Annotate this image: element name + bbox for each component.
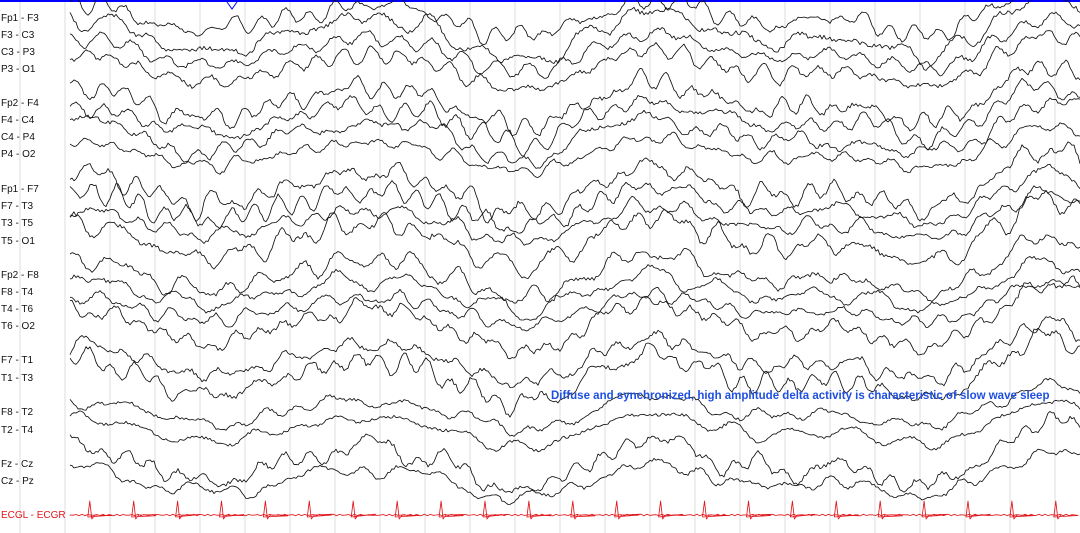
channel-label: ECGL - ECGR bbox=[1, 510, 66, 521]
trace-fp2-f8 bbox=[69, 234, 1080, 304]
annotation-text: Diffuse and synchronized, high amplitude… bbox=[551, 390, 1049, 402]
trace-fp1-f7 bbox=[69, 141, 1080, 224]
channel-label: T6 - O2 bbox=[1, 321, 35, 332]
channel-label: Fp2 - F4 bbox=[1, 98, 39, 109]
trace-t6-o2 bbox=[69, 275, 1080, 360]
trace-f7-t1 bbox=[69, 316, 1080, 389]
trace-p3-o1 bbox=[69, 30, 1080, 92]
channel-labels: Fp1 - F3 F3 - C3 C3 - P3 P3 - O1 Fp2 - F4 F4 … bbox=[1, 13, 66, 521]
trace-t2-t4 bbox=[69, 399, 1080, 453]
trace-f8-t4 bbox=[69, 255, 1080, 321]
channel-label: Fp1 - F3 bbox=[1, 13, 39, 24]
trace-fp1-f3 bbox=[69, 0, 1063, 46]
trace-fz-cz bbox=[69, 411, 1080, 494]
channel-label: Fz - Cz bbox=[1, 459, 33, 470]
trace-c3-p3 bbox=[69, 11, 1080, 79]
trace-f8-t2 bbox=[69, 377, 1080, 437]
channel-label: T3 - T5 bbox=[1, 218, 33, 229]
channel-label: T2 - T4 bbox=[1, 425, 33, 436]
channel-label: T1 - T3 bbox=[1, 373, 33, 384]
channel-label: F4 - C4 bbox=[1, 115, 35, 126]
channel-label: F8 - T4 bbox=[1, 287, 33, 298]
channel-label: F7 - T1 bbox=[1, 355, 33, 366]
channel-label: C3 - P3 bbox=[1, 47, 35, 58]
channel-label: Fp1 - F7 bbox=[1, 184, 39, 195]
trace-t3-t5 bbox=[69, 185, 1080, 246]
channel-label: P3 - O1 bbox=[1, 64, 36, 75]
trace-ecgl-ecgr bbox=[69, 500, 1079, 520]
channel-label: P4 - O2 bbox=[1, 149, 36, 160]
channel-traces bbox=[69, 0, 1080, 520]
top-border bbox=[0, 0, 1080, 2]
channel-label: Cz - Pz bbox=[1, 476, 34, 487]
trace-c4-p4 bbox=[69, 97, 1080, 169]
trace-f4-c4 bbox=[69, 77, 1080, 157]
trace-fp2-f4 bbox=[69, 59, 1080, 137]
channel-label: F7 - T3 bbox=[1, 201, 33, 212]
channel-label: Fp2 - F8 bbox=[1, 270, 39, 281]
channel-label: F3 - C3 bbox=[1, 30, 35, 41]
trace-t1-t3 bbox=[69, 327, 1080, 418]
trace-cz-pz bbox=[69, 448, 1080, 505]
trace-t5-o1 bbox=[69, 190, 1080, 280]
trace-p4-o2 bbox=[69, 122, 1080, 178]
channel-label: F8 - T2 bbox=[1, 407, 33, 418]
trace-f7-t3 bbox=[69, 163, 1080, 234]
trace-t4-t6 bbox=[69, 279, 1080, 332]
channel-label: T4 - T6 bbox=[1, 304, 33, 315]
trace-f3-c3 bbox=[69, 0, 1080, 71]
channel-label: T5 - O1 bbox=[1, 236, 35, 247]
event-marker bbox=[226, 1, 238, 10]
channel-label: C4 - P4 bbox=[1, 132, 35, 143]
